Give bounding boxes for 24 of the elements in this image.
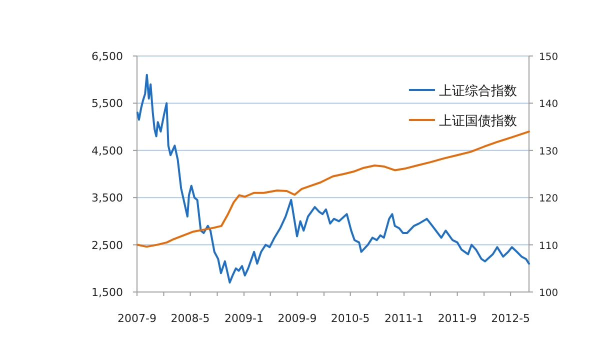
x-tick-label: 2010-5 xyxy=(330,312,370,325)
y-tick-label: 5,500 xyxy=(92,97,123,110)
y-tick-label: 2,500 xyxy=(92,238,123,252)
y-tick-label: 4,500 xyxy=(92,144,123,158)
y2-tick-label: 100 xyxy=(539,288,558,299)
legend-label: 上证综合指数 xyxy=(439,84,517,99)
y2-tick-label: 140 xyxy=(539,99,558,110)
y2-tick-label: 150 xyxy=(539,52,558,63)
y2-tick-label: 130 xyxy=(539,146,558,158)
y2-tick-label: 120 xyxy=(539,194,558,205)
x-tick-label: 2009-9 xyxy=(278,312,317,325)
line-series xyxy=(136,130,530,248)
x-tick-label: 2011-9 xyxy=(438,312,477,325)
legend-label: 上证国债指数 xyxy=(439,114,517,129)
x-tick-label: 2007-9 xyxy=(118,312,156,325)
x-tick-label: 2009-1 xyxy=(224,312,264,325)
x-tick-label: 2012-5 xyxy=(491,312,530,325)
y-tick-label: 6,500 xyxy=(92,50,123,63)
y2-tick-label: 110 xyxy=(539,240,558,252)
x-tick-label: 2011-1 xyxy=(384,312,424,325)
x-tick-label: 2008-5 xyxy=(170,312,210,325)
y-tick-label: 1,500 xyxy=(92,286,123,299)
line-series xyxy=(136,74,530,284)
y-tick-label: 3,500 xyxy=(92,192,123,205)
